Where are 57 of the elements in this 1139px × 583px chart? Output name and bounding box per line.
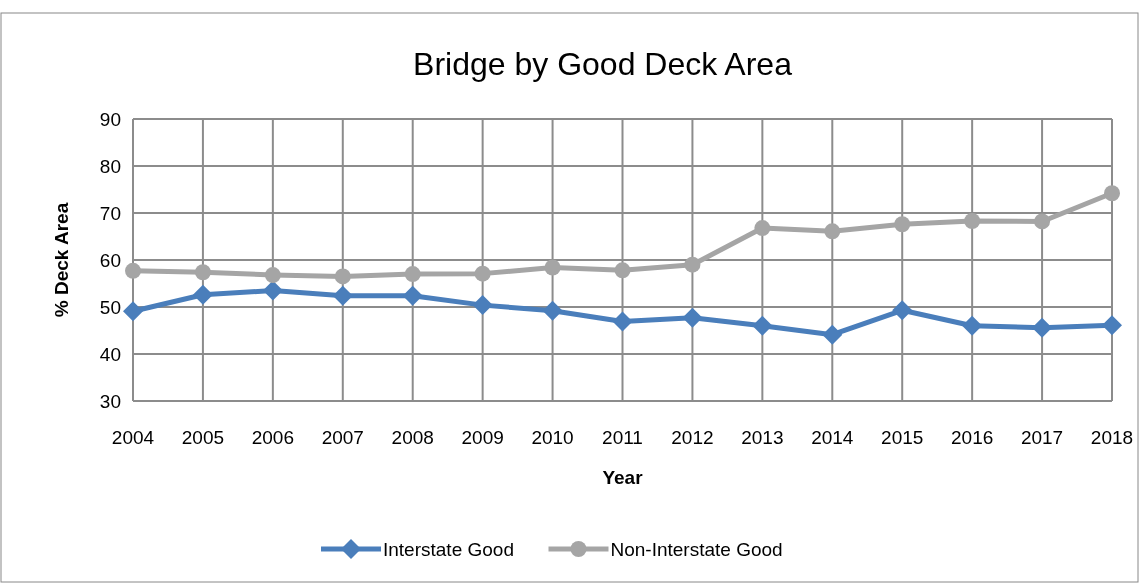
point (612, 311, 633, 332)
point (964, 213, 981, 229)
point (472, 295, 493, 316)
point (822, 324, 843, 345)
x-tick-label: 2009 (461, 427, 504, 448)
x-tick-label: 2014 (811, 427, 854, 448)
point (1034, 213, 1051, 230)
point (402, 285, 423, 306)
point (544, 259, 561, 276)
x-tick-label: 2013 (741, 427, 784, 448)
point (262, 280, 283, 301)
point (682, 307, 703, 328)
x-tick-label: 2007 (321, 427, 364, 448)
point (123, 301, 143, 322)
y-tick-label: 50 (99, 296, 121, 318)
point (614, 262, 631, 279)
x-tick-label: 2017 (1020, 427, 1064, 448)
x-tick-label: 2005 (181, 427, 225, 448)
point (894, 216, 911, 233)
x-tick-label: 2011 (602, 427, 643, 448)
point (754, 220, 771, 237)
y-tick-label: 90 (99, 108, 121, 130)
x-tick-label: 2018 (1090, 427, 1134, 448)
point (1104, 185, 1120, 202)
y-tick-label: 60 (99, 249, 121, 271)
x-tick-label: 2004 (111, 427, 155, 448)
point (962, 315, 983, 336)
x-tick-label: 2008 (391, 427, 434, 448)
y-tick-label: 30 (99, 390, 121, 412)
point (404, 266, 421, 283)
point (542, 300, 563, 321)
x-tick-label: 2016 (951, 427, 994, 448)
point (264, 267, 281, 284)
y-tick-label: 40 (99, 343, 121, 365)
chart-title: Bridge by Good Deck Area (413, 46, 793, 82)
point (474, 265, 491, 282)
x-axis-title: Year (602, 467, 644, 488)
point (332, 285, 353, 306)
x-tick-label: 2010 (531, 427, 574, 448)
x-tick-label: 2012 (671, 427, 714, 448)
legend-label: Interstate Good (383, 538, 514, 560)
x-tick-label: 2006 (251, 427, 294, 448)
point (125, 262, 141, 279)
point (892, 300, 913, 321)
x-tick-label: 2015 (881, 427, 924, 448)
point (752, 315, 773, 336)
y-tick-label: 80 (99, 155, 121, 177)
point (824, 223, 841, 240)
point (1102, 315, 1122, 336)
point (1032, 317, 1053, 338)
legend-label: Non-Interstate Good (610, 538, 783, 560)
y-axis-title: % Deck Area (51, 202, 72, 318)
point (334, 268, 351, 285)
point (192, 284, 213, 305)
y-tick-label: 70 (99, 202, 121, 224)
point (684, 256, 701, 273)
point (194, 264, 211, 281)
